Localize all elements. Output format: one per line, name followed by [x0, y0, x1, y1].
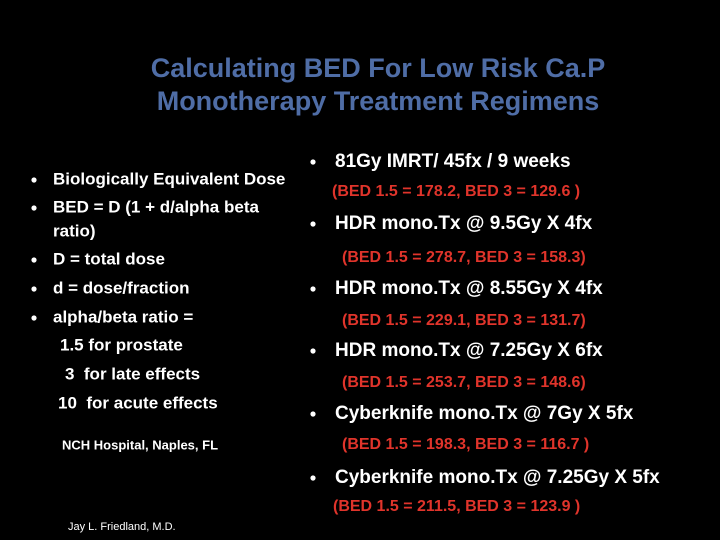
bullet — [310, 286, 316, 292]
regimen-name: HDR mono.Tx @ 8.55Gy X 4fx — [335, 278, 603, 299]
footer: Jay L. Friedland, M.D. — [68, 521, 176, 533]
regimen-name: HDR mono.Tx @ 7.25Gy X 6fx — [335, 340, 603, 361]
regimen-bed: (BED 1.5 = 198.3, BED 3 = 116.7 ) — [342, 436, 589, 453]
ratio-value: 3 for late effects — [65, 364, 200, 383]
regimen-bed: (BED 1.5 = 178.2, BED 3 = 129.6 ) — [332, 183, 580, 200]
ratio-value: 1.5 for prostate — [60, 335, 183, 354]
bullet-text: ratio) — [53, 221, 96, 240]
regimen-bed: (BED 1.5 = 211.5, BED 3 = 123.9 ) — [333, 498, 580, 515]
regimen-name: Cyberknife mono.Tx @ 7.25Gy X 5fx — [335, 467, 660, 488]
bullet — [31, 315, 37, 321]
bullet — [310, 159, 316, 165]
bullet-text: Biologically Equivalent Dose — [53, 169, 285, 188]
bullet — [310, 348, 316, 354]
bullet — [31, 286, 37, 292]
regimen-name: 81Gy IMRT/ 45fx / 9 weeks — [335, 151, 571, 172]
bullet — [31, 257, 37, 263]
regimen-name: Cyberknife mono.Tx @ 7Gy X 5fx — [335, 403, 634, 424]
bullet-text: D = total dose — [53, 249, 165, 268]
regimen-bed: (BED 1.5 = 278.7, BED 3 = 158.3) — [342, 249, 586, 266]
bullet — [310, 411, 316, 417]
bullet-text: BED = D (1 + d/alpha beta — [53, 197, 259, 216]
title-line: Calculating BED For Low Risk Ca.P — [151, 53, 606, 83]
regimen-bed: (BED 1.5 = 253.7, BED 3 = 148.6) — [342, 374, 586, 391]
bullet — [31, 205, 37, 211]
regimen-name: HDR mono.Tx @ 9.5Gy X 4fx — [335, 213, 593, 234]
bullet-text: alpha/beta ratio = — [53, 307, 193, 326]
note: NCH Hospital, Naples, FL — [62, 437, 218, 452]
regimen-bed: (BED 1.5 = 229.1, BED 3 = 131.7) — [342, 312, 586, 329]
title-line: Monotherapy Treatment Regimens — [157, 86, 600, 116]
bullet — [310, 475, 316, 481]
ratio-value: 10 for acute effects — [58, 393, 218, 412]
bullet-text: d = dose/fraction — [53, 278, 190, 297]
bullet — [31, 177, 37, 183]
bullet — [310, 221, 316, 227]
